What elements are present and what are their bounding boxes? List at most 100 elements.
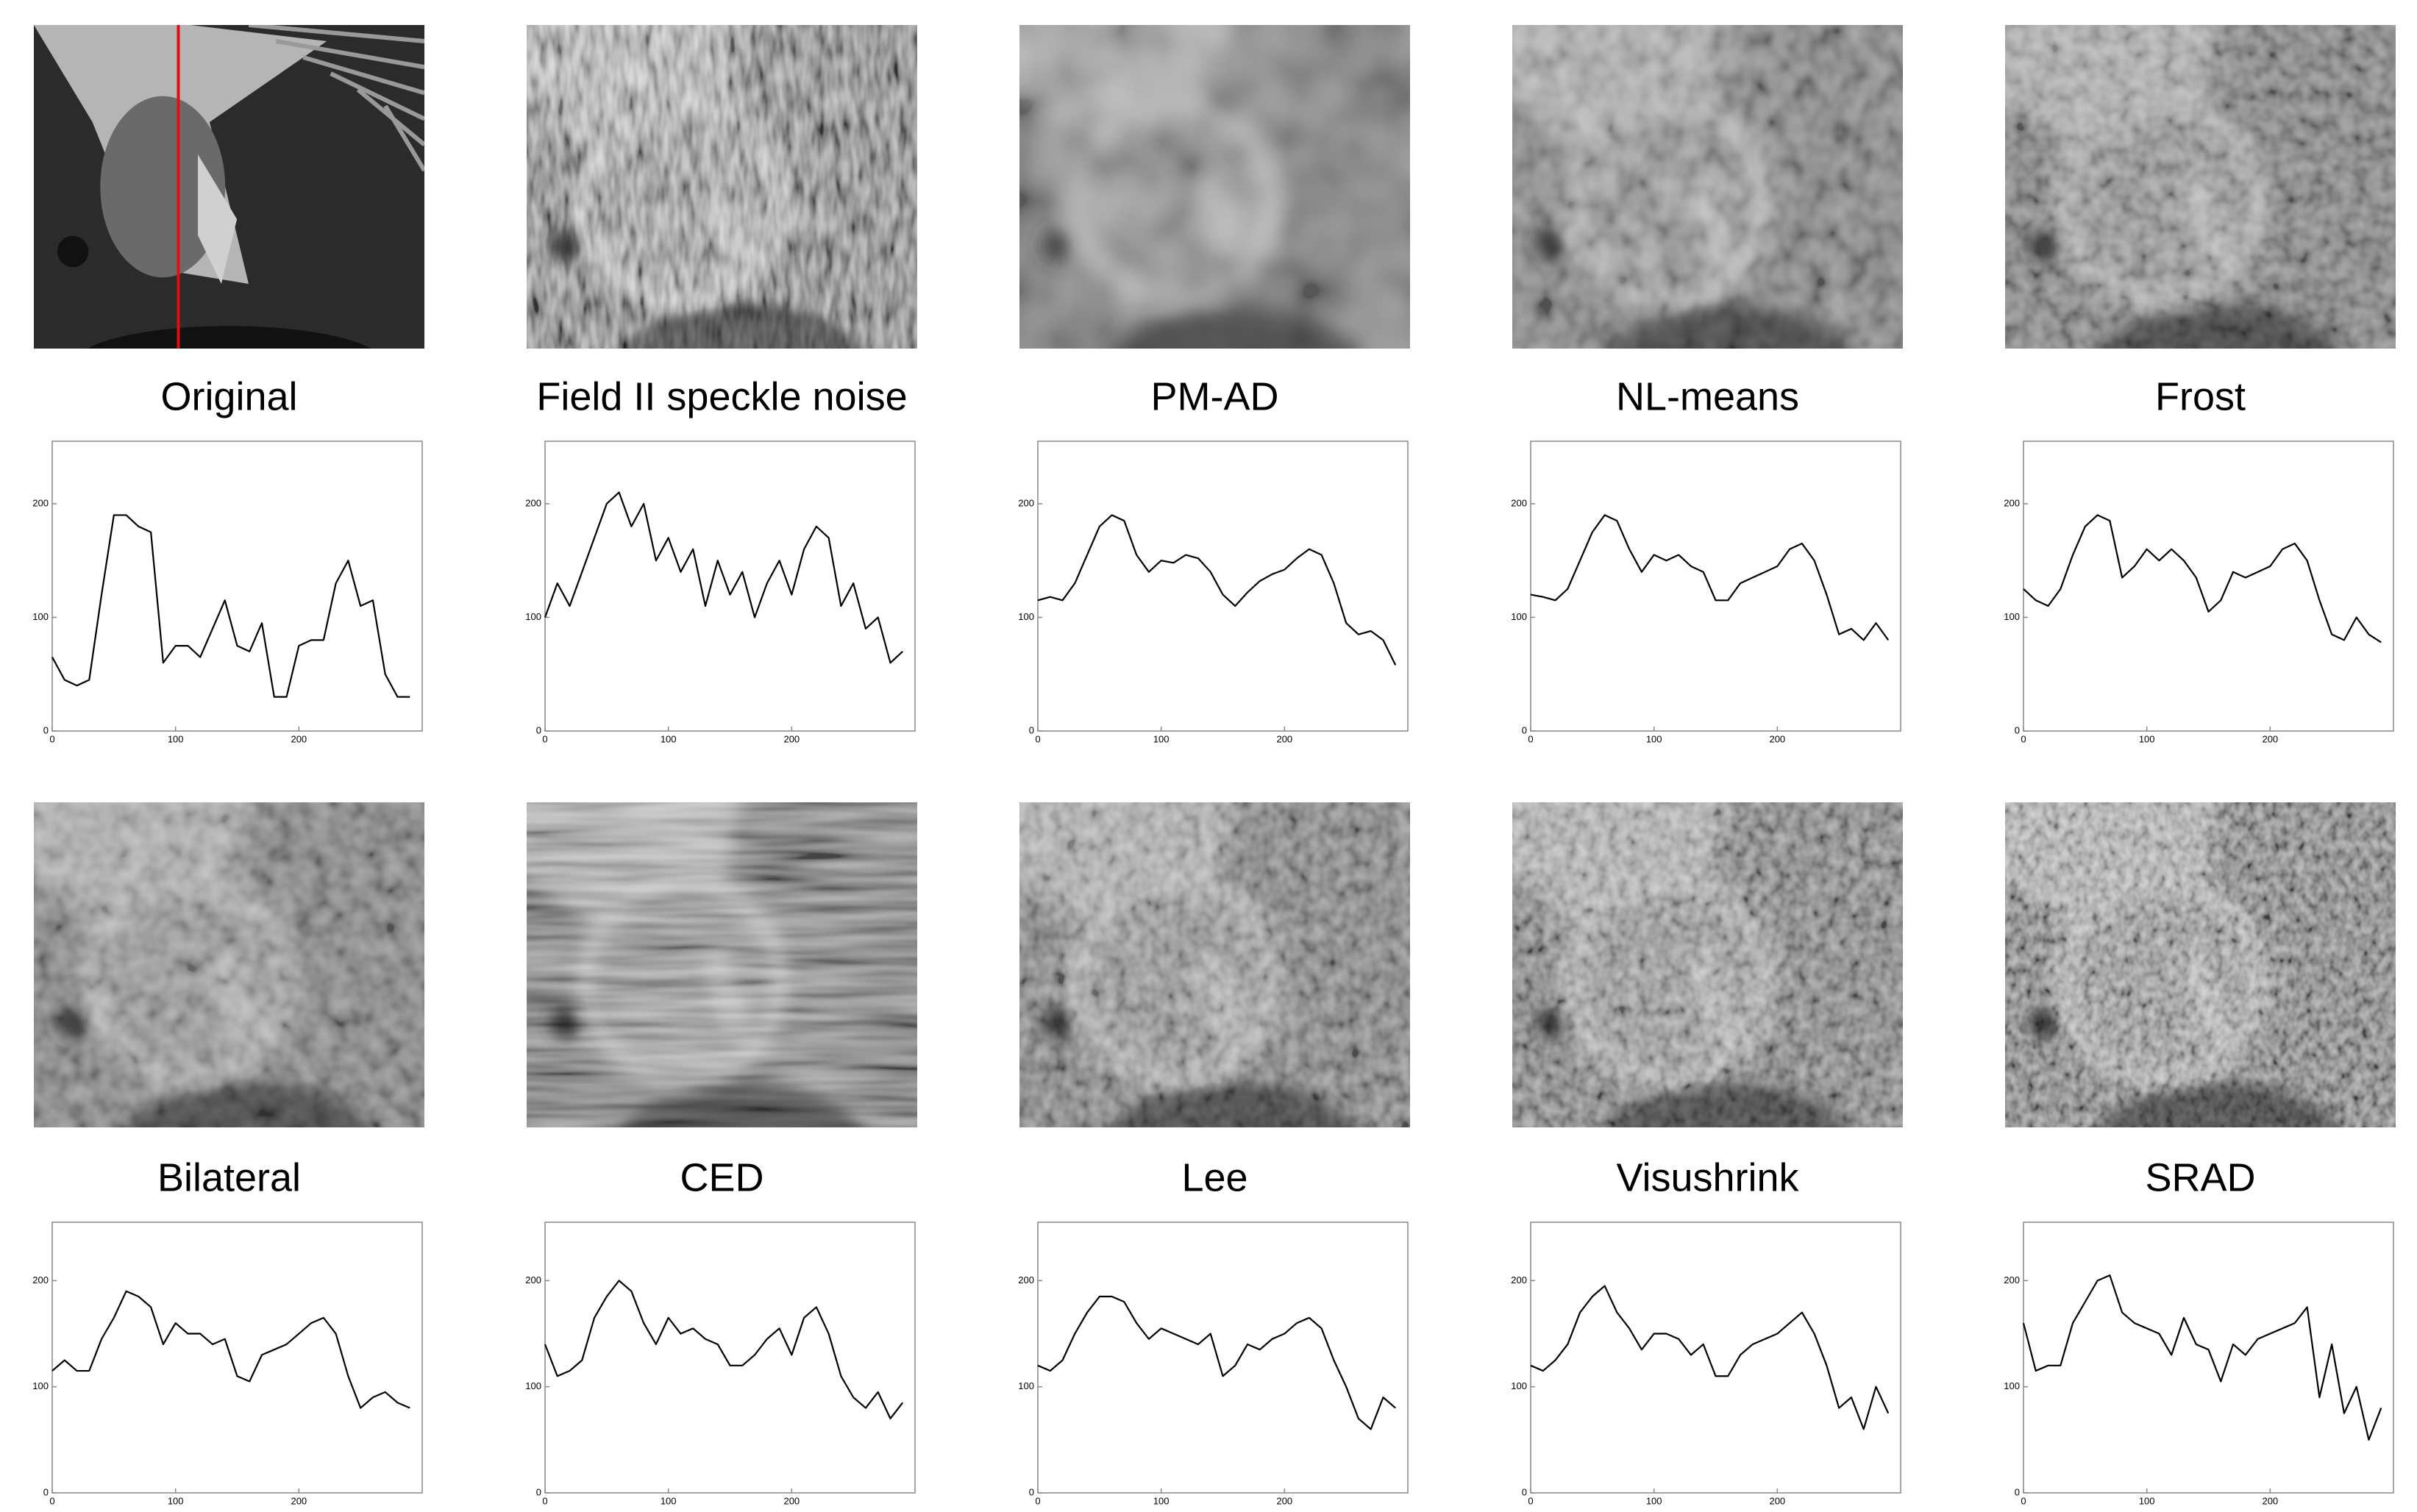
image-shape: [330, 71, 424, 121]
panel: Original 0 100 200 0 100 200: [32, 25, 424, 744]
y-tick-label: 100: [32, 1380, 49, 1391]
plot-frame: [1530, 1222, 1901, 1494]
profile-curve: [1037, 1295, 1396, 1430]
x-tick-label: 200: [2262, 1495, 2278, 1506]
panel: SRAD 0 100 200 0 100 200: [2004, 802, 2396, 1506]
panel: Field II speckle noise 0 100 200 0 100 200: [525, 25, 917, 744]
x-tick-label: 0: [1035, 1495, 1040, 1506]
panel: Bilateral 0 100 200 0 100 200: [32, 802, 424, 1506]
x-tick-label: 200: [1276, 1495, 1292, 1506]
image-shape: [248, 25, 424, 43]
panel-title: SRAD: [2145, 1155, 2255, 1199]
y-tick-label: 200: [1511, 497, 1527, 508]
profile-curve: [2022, 1274, 2382, 1441]
x-tick-label: 200: [783, 1495, 800, 1506]
image-noise: [1019, 802, 1410, 1127]
profile-curve: [51, 1290, 410, 1409]
panel: CED 0 100 200 0 100 200: [525, 802, 917, 1506]
y-tick-label: 0: [536, 724, 541, 735]
image: [527, 25, 917, 349]
x-tick-label: 100: [1646, 733, 1662, 744]
x-tick-label: 100: [2139, 1495, 2155, 1506]
x-tick-label: 0: [1035, 733, 1040, 744]
image-shape: [100, 96, 226, 278]
y-tick-label: 100: [2004, 611, 2020, 622]
image-noise: [1512, 802, 1903, 1127]
image-noise: [2005, 25, 2396, 349]
panel: Frost 0 100 200 0 100 200: [2004, 25, 2396, 744]
plot-frame: [51, 1222, 423, 1494]
panel-title: CED: [680, 1155, 763, 1199]
y-tick-label: 200: [525, 1274, 541, 1285]
y-tick-label: 200: [1018, 497, 1034, 508]
image-shape: [383, 104, 424, 172]
image-noise: [34, 802, 424, 1127]
profile-curve: [544, 1280, 904, 1420]
y-tick-label: 0: [536, 1486, 541, 1497]
y-tick-label: 200: [525, 497, 541, 508]
image-shape: [275, 39, 424, 70]
panel: Visushrink 0 100 200 0 100 200: [1511, 802, 1903, 1506]
x-tick-label: 200: [1769, 1495, 1785, 1506]
plot-frame: [544, 441, 916, 732]
x-tick-label: 100: [168, 733, 184, 744]
x-tick-label: 0: [542, 733, 547, 744]
plot-frame: [51, 441, 423, 732]
image-shape: [57, 235, 89, 268]
y-tick-label: 200: [32, 1274, 49, 1285]
profile-curve: [51, 514, 410, 698]
x-tick-label: 200: [1276, 733, 1292, 744]
x-tick-label: 0: [49, 1495, 54, 1506]
plot-frame: [544, 1222, 916, 1494]
x-tick-label: 200: [1769, 733, 1785, 744]
x-tick-label: 0: [542, 1495, 547, 1506]
x-tick-label: 100: [1153, 733, 1170, 744]
plot-frame: [2023, 441, 2394, 732]
y-tick-label: 0: [1029, 724, 1034, 735]
y-tick-label: 0: [1522, 1486, 1527, 1497]
image-shape: [198, 154, 238, 284]
x-tick-label: 0: [2021, 733, 2026, 744]
profile-curve: [544, 491, 903, 664]
x-tick-label: 100: [1153, 1495, 1170, 1506]
x-tick-label: 0: [2021, 1495, 2026, 1506]
panel-title: Lee: [1181, 1155, 1247, 1199]
y-tick-label: 100: [1511, 611, 1527, 622]
plot-frame: [1530, 441, 1901, 732]
panel: Lee 0 100 200 0 100 200: [1018, 802, 1410, 1506]
y-tick-label: 100: [1018, 611, 1034, 622]
y-tick-label: 200: [1511, 1274, 1527, 1285]
x-tick-label: 200: [291, 733, 307, 744]
image: [34, 25, 424, 349]
profile-curve: [1530, 1285, 1890, 1430]
y-tick-label: 0: [2015, 1486, 2020, 1497]
plot-frame: [2023, 1222, 2394, 1494]
panel-title: Frost: [2155, 374, 2246, 418]
y-tick-label: 100: [2004, 1380, 2020, 1391]
plot-frame: [1037, 1222, 1409, 1494]
y-tick-label: 200: [1018, 1274, 1034, 1285]
image-shape: [302, 55, 424, 96]
y-tick-label: 200: [2004, 1274, 2020, 1285]
y-tick-label: 100: [1511, 1380, 1527, 1391]
y-tick-label: 200: [2004, 497, 2020, 508]
x-tick-label: 100: [661, 733, 677, 744]
panel: NL-means 0 100 200 0 100 200: [1511, 25, 1903, 744]
image-noise: [527, 25, 917, 349]
x-tick-label: 0: [1528, 733, 1533, 744]
x-tick-label: 100: [168, 1495, 184, 1506]
x-tick-label: 200: [291, 1495, 307, 1506]
x-tick-label: 0: [49, 733, 54, 744]
image: [34, 802, 424, 1127]
image: [2005, 25, 2396, 349]
profile-curve: [2023, 514, 2382, 643]
y-tick-label: 0: [1522, 724, 1527, 735]
profile-curve: [1037, 514, 1397, 666]
x-tick-label: 100: [661, 1495, 677, 1506]
image-noise: [1512, 25, 1903, 349]
y-tick-label: 100: [525, 611, 541, 622]
profile-curve: [1530, 514, 1890, 641]
panel-title: Field II speckle noise: [536, 374, 907, 418]
